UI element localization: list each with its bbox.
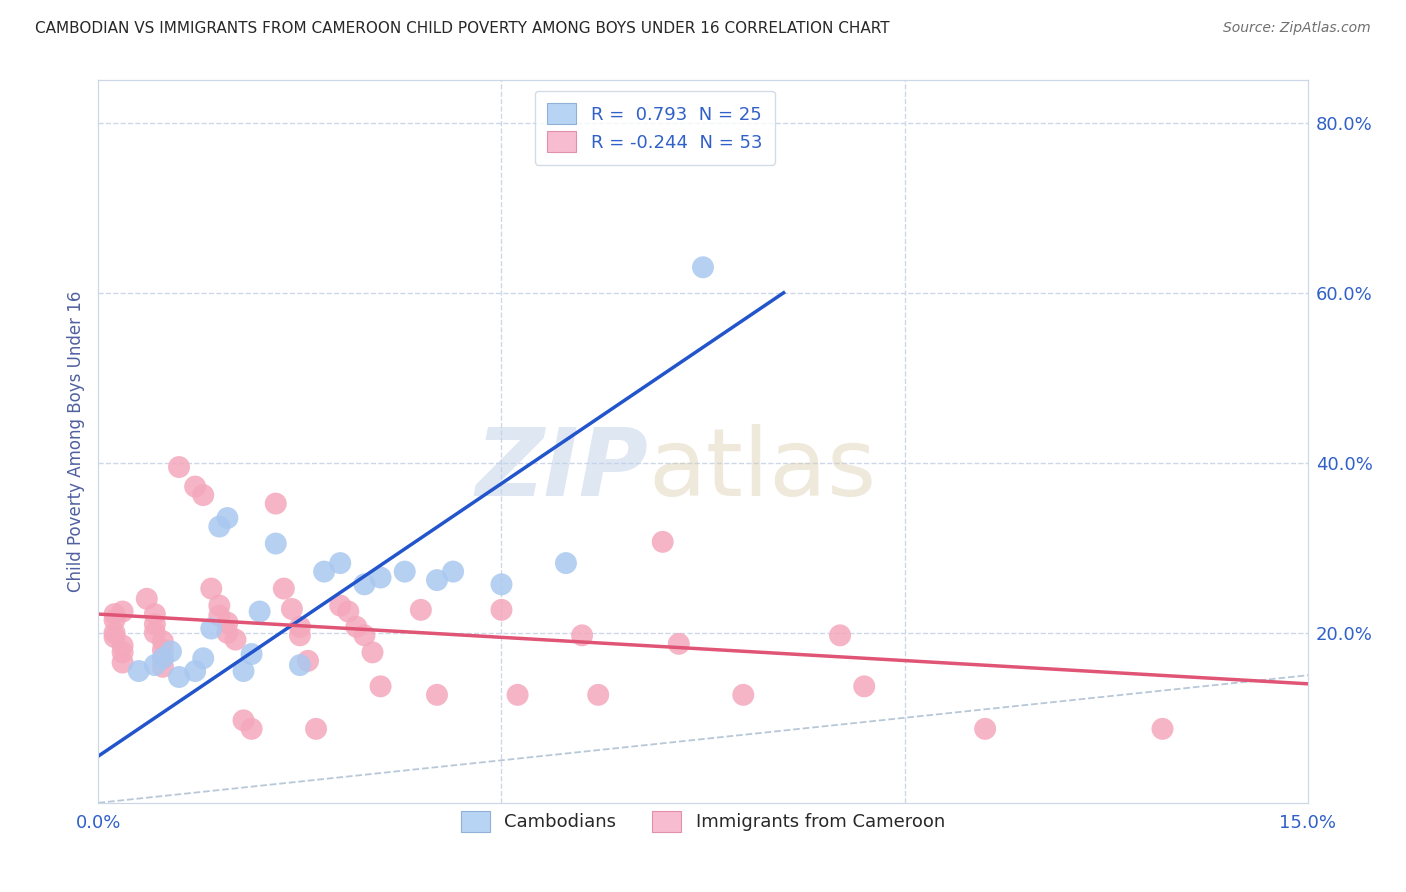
Point <box>249 605 271 619</box>
Point <box>152 651 174 665</box>
Point <box>128 664 150 678</box>
Point <box>281 602 304 616</box>
Point <box>111 656 134 670</box>
Text: CAMBODIAN VS IMMIGRANTS FROM CAMEROON CHILD POVERTY AMONG BOYS UNDER 16 CORRELAT: CAMBODIAN VS IMMIGRANTS FROM CAMEROON CH… <box>35 21 890 36</box>
Point <box>370 570 392 584</box>
Point <box>273 582 295 596</box>
Point <box>441 565 464 579</box>
Point <box>668 637 690 651</box>
Point <box>329 556 352 570</box>
Point <box>103 625 125 640</box>
Point <box>651 534 673 549</box>
Point <box>305 722 328 736</box>
Point <box>571 628 593 642</box>
Point <box>409 603 432 617</box>
Point <box>152 651 174 665</box>
Point <box>232 714 254 728</box>
Text: atlas: atlas <box>648 425 877 516</box>
Point <box>974 722 997 736</box>
Point <box>264 497 287 511</box>
Point <box>217 625 239 640</box>
Point <box>288 620 311 634</box>
Point <box>103 613 125 627</box>
Point <box>200 622 222 636</box>
Point <box>208 608 231 623</box>
Point <box>152 634 174 648</box>
Point <box>167 670 190 684</box>
Point <box>160 644 183 658</box>
Text: Source: ZipAtlas.com: Source: ZipAtlas.com <box>1223 21 1371 35</box>
Point <box>426 688 449 702</box>
Point <box>232 664 254 678</box>
Point <box>143 625 166 640</box>
Point <box>217 615 239 630</box>
Point <box>353 628 375 642</box>
Point <box>288 658 311 673</box>
Point <box>314 565 336 579</box>
Point <box>733 688 755 702</box>
Point <box>143 658 166 673</box>
Point <box>240 722 263 736</box>
Point <box>208 599 231 613</box>
Point <box>111 605 134 619</box>
Point <box>394 565 416 579</box>
Point <box>135 591 157 606</box>
Point <box>111 639 134 653</box>
Point <box>692 260 714 275</box>
Point <box>193 651 215 665</box>
Point <box>103 630 125 644</box>
Y-axis label: Child Poverty Among Boys Under 16: Child Poverty Among Boys Under 16 <box>66 291 84 592</box>
Point <box>184 480 207 494</box>
Point <box>853 679 876 693</box>
Point <box>200 582 222 596</box>
Text: ZIP: ZIP <box>475 425 648 516</box>
Point <box>184 664 207 678</box>
Point <box>491 603 513 617</box>
Point <box>361 645 384 659</box>
Point <box>167 460 190 475</box>
Point <box>208 519 231 533</box>
Point <box>329 599 352 613</box>
Point <box>586 688 609 702</box>
Point <box>344 620 367 634</box>
Point <box>152 642 174 657</box>
Point <box>337 605 360 619</box>
Point <box>111 645 134 659</box>
Point <box>288 628 311 642</box>
Point <box>224 632 246 647</box>
Point <box>143 607 166 621</box>
Legend: Cambodians, Immigrants from Cameroon: Cambodians, Immigrants from Cameroon <box>449 798 957 845</box>
Point <box>152 660 174 674</box>
Point <box>555 556 578 570</box>
Point <box>1152 722 1174 736</box>
Point <box>264 536 287 550</box>
Point <box>370 679 392 693</box>
Point <box>426 573 449 587</box>
Point <box>193 488 215 502</box>
Point <box>103 607 125 621</box>
Point <box>353 577 375 591</box>
Point <box>491 577 513 591</box>
Point <box>217 511 239 525</box>
Point <box>297 654 319 668</box>
Point <box>506 688 529 702</box>
Point <box>240 647 263 661</box>
Point <box>143 617 166 632</box>
Point <box>828 628 851 642</box>
